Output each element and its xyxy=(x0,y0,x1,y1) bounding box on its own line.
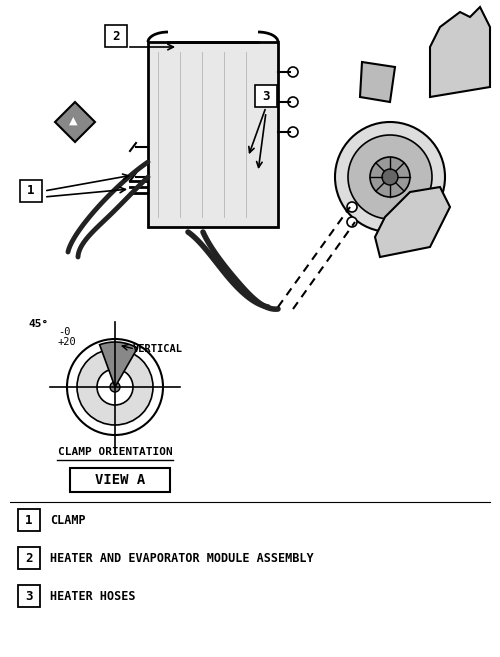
FancyBboxPatch shape xyxy=(255,85,277,107)
Polygon shape xyxy=(55,102,95,142)
Text: +20: +20 xyxy=(58,337,77,347)
Circle shape xyxy=(288,97,298,107)
Circle shape xyxy=(348,135,432,219)
Text: VIEW A: VIEW A xyxy=(95,473,145,487)
Circle shape xyxy=(97,369,133,405)
Circle shape xyxy=(347,202,357,212)
Text: 3: 3 xyxy=(262,89,270,102)
Text: VERTICAL: VERTICAL xyxy=(133,344,183,354)
Text: 2: 2 xyxy=(112,30,120,43)
Text: -0: -0 xyxy=(58,327,70,337)
Polygon shape xyxy=(430,7,490,97)
Circle shape xyxy=(382,169,398,185)
Circle shape xyxy=(288,67,298,77)
Circle shape xyxy=(370,157,410,197)
Text: 2: 2 xyxy=(25,551,33,564)
FancyBboxPatch shape xyxy=(70,468,170,492)
Text: HEATER HOSES: HEATER HOSES xyxy=(50,589,136,602)
Text: 3: 3 xyxy=(25,589,33,602)
Circle shape xyxy=(67,339,163,435)
Polygon shape xyxy=(375,187,450,257)
FancyBboxPatch shape xyxy=(105,25,127,47)
Text: CLAMP ORIENTATION: CLAMP ORIENTATION xyxy=(58,447,172,457)
Wedge shape xyxy=(100,342,138,387)
FancyBboxPatch shape xyxy=(18,509,40,531)
Circle shape xyxy=(335,122,445,232)
Circle shape xyxy=(110,382,120,392)
FancyBboxPatch shape xyxy=(20,180,42,202)
Polygon shape xyxy=(360,62,395,102)
FancyBboxPatch shape xyxy=(18,547,40,569)
Circle shape xyxy=(77,349,153,425)
Circle shape xyxy=(288,127,298,137)
Text: CLAMP: CLAMP xyxy=(50,514,86,526)
FancyBboxPatch shape xyxy=(148,42,278,227)
Text: 1: 1 xyxy=(25,514,33,526)
Text: ▲: ▲ xyxy=(69,116,77,126)
Text: 45°: 45° xyxy=(28,319,48,329)
FancyBboxPatch shape xyxy=(18,585,40,607)
Text: HEATER AND EVAPORATOR MODULE ASSEMBLY: HEATER AND EVAPORATOR MODULE ASSEMBLY xyxy=(50,551,314,564)
Text: 1: 1 xyxy=(27,185,35,198)
Circle shape xyxy=(347,217,357,227)
